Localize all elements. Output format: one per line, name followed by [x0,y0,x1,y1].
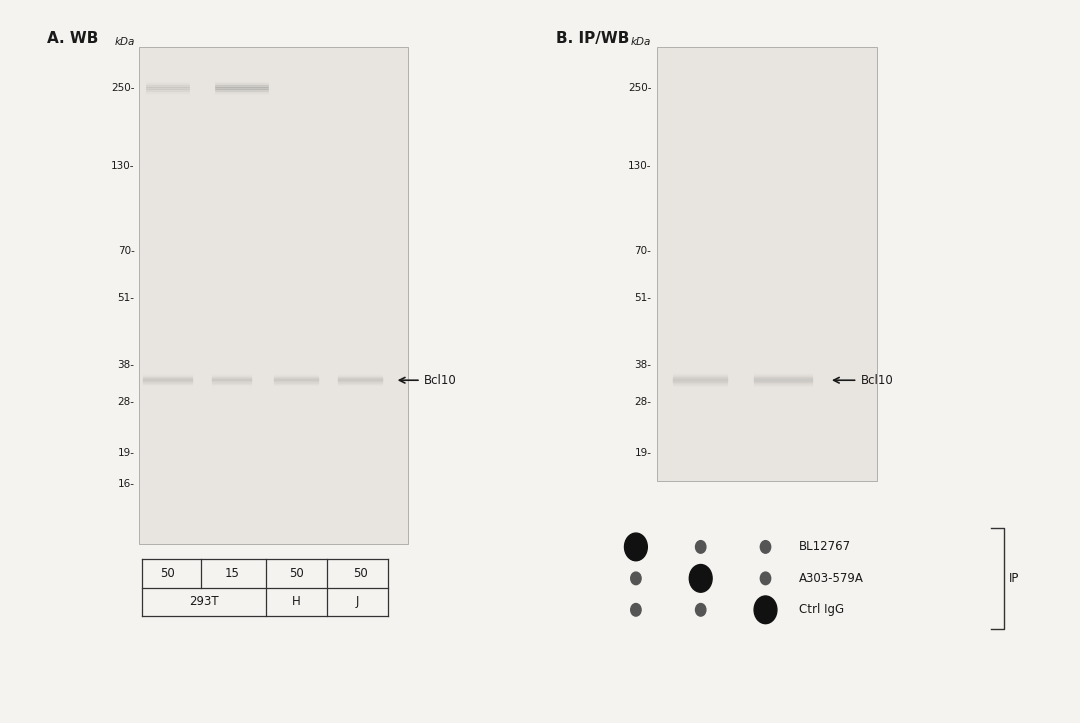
Text: 38-: 38- [118,359,135,369]
Text: kDa: kDa [114,38,135,48]
Text: 51-: 51- [634,294,651,304]
Text: 50: 50 [288,567,303,580]
Bar [139,47,408,544]
Text: 16-: 16- [118,479,135,489]
Text: kDa: kDa [631,38,651,48]
Circle shape [760,572,771,585]
Text: 28-: 28- [634,397,651,407]
Text: 293T: 293T [189,596,219,609]
Text: 50: 50 [161,567,175,580]
Text: 38-: 38- [634,359,651,369]
Text: 130-: 130- [111,161,135,171]
Text: Bcl10: Bcl10 [424,374,457,387]
Circle shape [631,604,642,616]
Circle shape [696,604,706,616]
Circle shape [696,541,706,553]
Text: BL12767: BL12767 [799,540,851,553]
Text: 250-: 250- [111,82,135,93]
Text: 50: 50 [353,567,367,580]
Text: 28-: 28- [118,397,135,407]
Text: A303-579A: A303-579A [799,572,864,585]
Text: Ctrl IgG: Ctrl IgG [799,603,845,616]
Circle shape [631,572,642,585]
Text: 19-: 19- [118,448,135,458]
Circle shape [760,541,771,553]
Text: Bcl10: Bcl10 [861,374,894,387]
Circle shape [624,533,647,561]
Text: B. IP/WB: B. IP/WB [555,31,629,46]
Text: 15: 15 [225,567,240,580]
Text: 70-: 70- [635,247,651,256]
Text: 130-: 130- [627,161,651,171]
Circle shape [754,596,777,624]
Text: IP: IP [1009,572,1020,585]
Text: H: H [293,596,301,609]
Text: 70-: 70- [118,247,135,256]
Text: J: J [355,596,360,609]
Text: 19-: 19- [634,448,651,458]
Circle shape [689,565,712,592]
Text: 250-: 250- [627,82,651,93]
Text: A. WB: A. WB [46,31,98,46]
Text: 51-: 51- [118,294,135,304]
Bar [657,47,877,481]
